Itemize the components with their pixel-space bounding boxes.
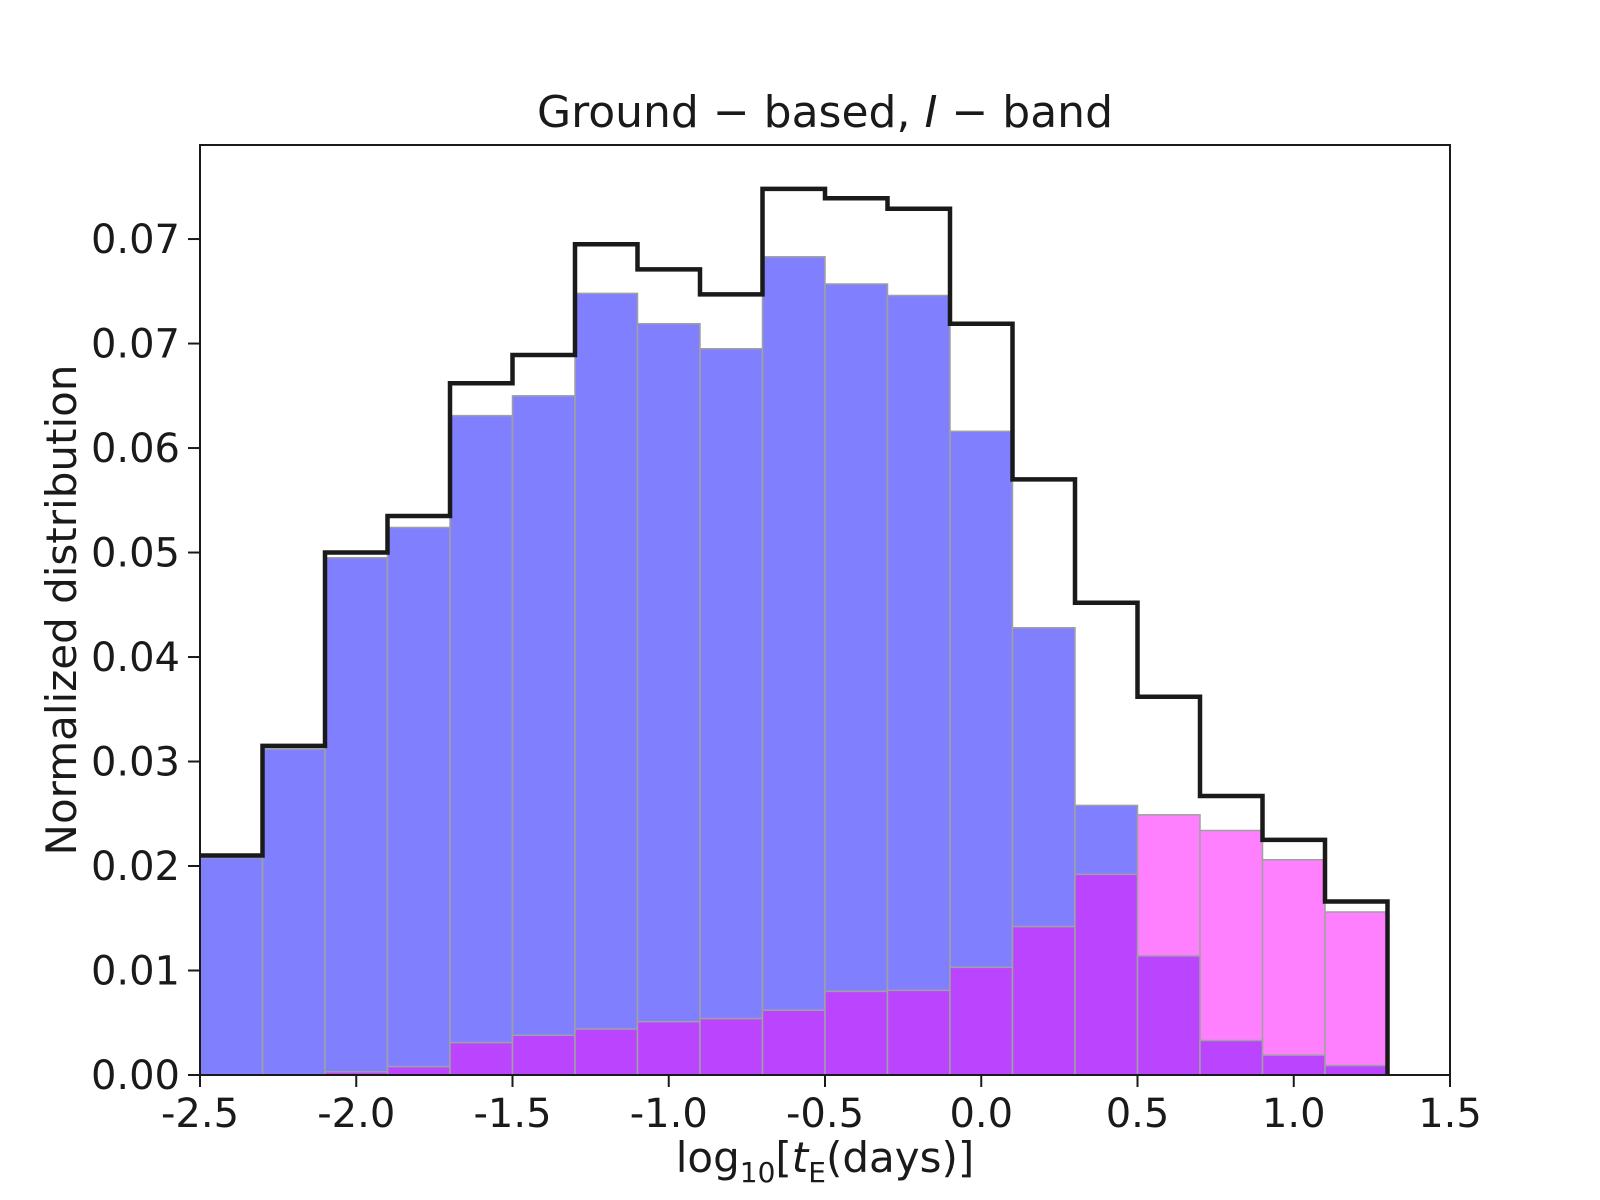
bars-layer <box>199 256 1389 1076</box>
bar-blue-bars-2 <box>324 557 389 1076</box>
bar-blue-bars-5 <box>511 395 576 1076</box>
bar-pink-bars-17 <box>1261 858 1326 1076</box>
bar-blue-bars-9 <box>761 256 826 1076</box>
y-axis-title: Normalized distribution <box>37 365 86 856</box>
bar-purple-overlap-bars-9 <box>761 1009 826 1076</box>
bar-purple-overlap-bars-8 <box>699 1017 764 1076</box>
y-tick-label: 0.07 <box>91 217 180 263</box>
y-tick-label: 0.01 <box>91 949 180 995</box>
bar-blue-bars-6 <box>574 292 639 1076</box>
x-tick-label: 0.5 <box>1106 1091 1170 1137</box>
bar-purple-overlap-bars-12 <box>949 966 1014 1076</box>
bar-purple-overlap-bars-4 <box>449 1041 514 1076</box>
x-tick-label: -2.0 <box>317 1091 395 1137</box>
y-tick-label: 0.02 <box>91 844 180 890</box>
bar-purple-overlap-bars-5 <box>511 1034 576 1076</box>
bar-pink-bars-18 <box>1324 911 1389 1076</box>
x-tick-label: -0.5 <box>786 1091 864 1137</box>
x-axis-title: log10[tE(days)] <box>676 1133 975 1189</box>
bar-pink-bars-16 <box>1199 829 1264 1076</box>
total-outline-layer <box>200 186 1390 1075</box>
x-tick-label: -1.0 <box>630 1091 708 1137</box>
bar-blue-bars-11 <box>886 294 951 1076</box>
bar-purple-overlap-bars-13 <box>1011 925 1076 1076</box>
bar-purple-overlap-bars-17 <box>1261 1054 1326 1076</box>
bar-purple-overlap-bars-14 <box>1074 873 1139 1076</box>
step-line-total-outline <box>200 186 1390 1075</box>
x-tick-label: 1.5 <box>1418 1091 1482 1137</box>
bar-blue-bars-10 <box>824 283 889 1076</box>
bar-purple-overlap-bars-7 <box>636 1020 701 1076</box>
y-tick-label: 0.00 <box>91 1053 180 1099</box>
bar-purple-overlap-bars-3 <box>386 1065 451 1076</box>
bar-blue-bars-1 <box>261 748 326 1076</box>
x-axis: -2.5 -2.0 -1.5 -1.0 -0.5 0.0 0.5 1.0 1.5 <box>161 1075 1482 1137</box>
y-tick-label: 0.05 <box>91 531 180 577</box>
bar-purple-overlap-bars-15 <box>1136 955 1201 1076</box>
y-tick-label: 0.06 <box>91 426 180 472</box>
y-axis: 0.00 0.01 0.02 0.03 0.04 0.05 0.06 0.07 0.07 <box>91 217 200 1099</box>
bar-purple-overlap-bars-10 <box>824 990 889 1076</box>
bar-purple-overlap-bars-11 <box>886 989 951 1076</box>
bar-blue-bars-7 <box>636 322 701 1076</box>
bar-blue-bars-0 <box>199 856 264 1076</box>
x-tick-label: 0.0 <box>949 1091 1013 1137</box>
bar-purple-overlap-bars-18 <box>1324 1064 1389 1076</box>
bar-purple-overlap-bars-16 <box>1199 1039 1264 1076</box>
y-tick-label: 0.04 <box>91 635 180 681</box>
x-tick-label: -2.5 <box>161 1091 239 1137</box>
y-tick-label: 0.03 <box>91 740 180 786</box>
x-tick-label: 1.0 <box>1262 1091 1326 1137</box>
bar-purple-overlap-bars-6 <box>574 1028 639 1076</box>
y-tick-label: 0.07 <box>91 322 180 368</box>
bar-blue-bars-4 <box>449 414 514 1076</box>
chart-title: Ground − based, I − band <box>537 87 1113 138</box>
bar-blue-bars-3 <box>386 526 451 1076</box>
x-tick-label: -1.5 <box>473 1091 551 1137</box>
bar-blue-bars-8 <box>699 348 764 1076</box>
